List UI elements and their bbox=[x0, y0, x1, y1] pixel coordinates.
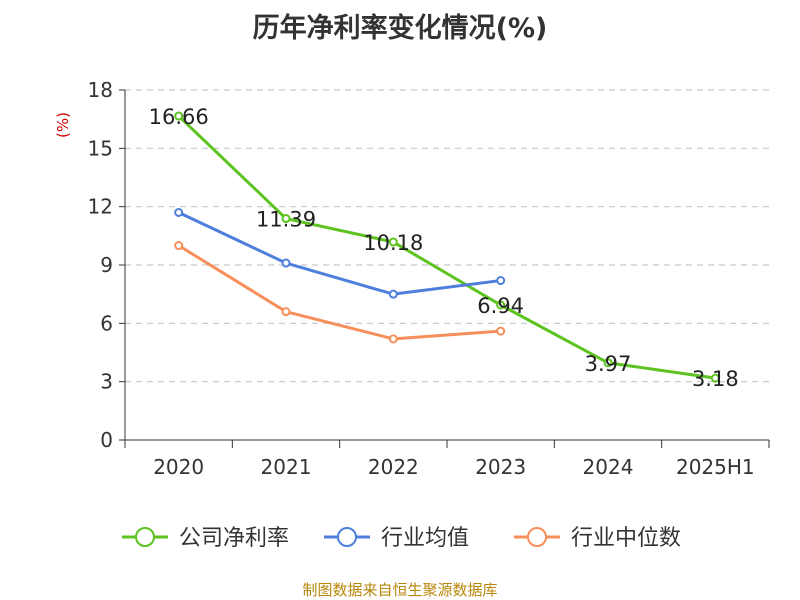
data-point bbox=[281, 258, 291, 268]
x-tick-label: 2025H1 bbox=[676, 455, 755, 479]
y-tick-label: 0 bbox=[100, 428, 113, 452]
y-axis-label: (%) bbox=[54, 112, 72, 138]
data-point bbox=[174, 111, 184, 121]
x-tick-label: 2022 bbox=[368, 455, 419, 479]
legend-label: 行业均值 bbox=[381, 526, 469, 551]
legend-item: 行业中位数 bbox=[514, 526, 681, 551]
legend: 公司净利率 行业均值 行业中位数 bbox=[122, 526, 681, 551]
chart-title: 历年净利率变化情况(%) bbox=[252, 13, 548, 44]
data-point bbox=[710, 373, 720, 383]
data-point bbox=[281, 214, 291, 224]
legend-label: 公司净利率 bbox=[179, 526, 289, 551]
legend-marker bbox=[337, 527, 357, 547]
x-tick-label: 2020 bbox=[153, 455, 204, 479]
data-label: 10.18 bbox=[363, 231, 423, 255]
data-point bbox=[496, 300, 506, 310]
source-note: 制图数据来自恒生聚源数据库 bbox=[302, 581, 498, 599]
series bbox=[174, 111, 720, 383]
axes: 0 3 6 9 12 15 18 (%) 2020 2021 2022 2023 2024 2025H1 bbox=[54, 78, 770, 479]
data-point bbox=[174, 208, 184, 217]
data-point bbox=[388, 237, 398, 247]
y-tick-label: 15 bbox=[88, 136, 113, 160]
series-2 bbox=[174, 208, 506, 299]
y-tick-label: 12 bbox=[88, 195, 113, 219]
data-label: 3.18 bbox=[692, 367, 739, 391]
data-point bbox=[281, 307, 291, 317]
x-tick-label: 2024 bbox=[583, 455, 634, 479]
series-line bbox=[177, 244, 501, 341]
x-tick-label: 2021 bbox=[261, 455, 312, 479]
legend-marker bbox=[527, 527, 547, 547]
data-label: 3.97 bbox=[585, 352, 632, 376]
legend-label: 行业中位数 bbox=[571, 526, 681, 551]
data-point bbox=[496, 326, 506, 336]
data-point bbox=[603, 358, 613, 368]
data-point bbox=[496, 276, 506, 286]
series-line bbox=[178, 211, 501, 296]
data-labels: 16.66 11.39 10.18 6.94 3.97 3.18 bbox=[149, 105, 739, 391]
data-point bbox=[174, 241, 184, 251]
legend-item: 公司净利率 bbox=[122, 526, 289, 551]
x-tick-label: 2023 bbox=[475, 455, 526, 479]
grid-lines bbox=[125, 89, 769, 383]
series-line bbox=[177, 114, 716, 380]
data-label: 16.66 bbox=[149, 105, 209, 129]
legend-marker bbox=[135, 527, 155, 547]
y-tick-label: 18 bbox=[88, 78, 113, 102]
data-point bbox=[388, 334, 398, 344]
data-label: 11.39 bbox=[256, 208, 316, 232]
y-tick-label: 9 bbox=[100, 253, 113, 277]
series-3 bbox=[174, 241, 506, 344]
y-tick-label: 3 bbox=[100, 370, 113, 394]
data-point bbox=[388, 289, 398, 299]
data-label: 6.94 bbox=[477, 294, 524, 318]
legend-item: 行业均值 bbox=[324, 526, 469, 551]
series-1 bbox=[174, 111, 720, 383]
y-tick-label: 6 bbox=[100, 311, 113, 335]
